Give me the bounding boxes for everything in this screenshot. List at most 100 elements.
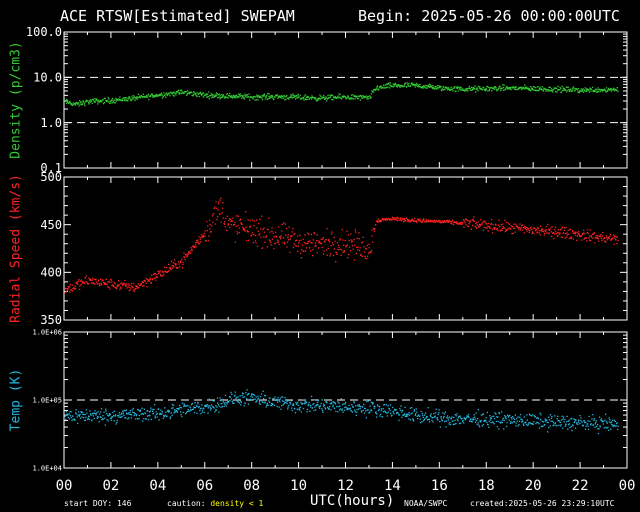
data-point (65, 418, 67, 421)
data-point (204, 405, 206, 408)
data-point (495, 87, 497, 89)
data-point (548, 229, 550, 231)
data-point (449, 88, 452, 90)
data-point (243, 95, 245, 97)
data-point (302, 250, 304, 252)
data-point (310, 250, 312, 252)
data-point (161, 413, 163, 415)
data-point (359, 247, 361, 249)
data-point (467, 220, 469, 222)
data-point (235, 96, 237, 98)
data-point (518, 226, 520, 229)
data-point (469, 219, 471, 222)
data-point (410, 85, 412, 87)
data-point (561, 415, 563, 417)
data-point (600, 233, 602, 236)
data-point (220, 221, 222, 223)
data-point (129, 98, 131, 100)
data-point (206, 96, 208, 98)
data-point (206, 405, 208, 407)
data-point (459, 223, 462, 225)
data-point (179, 89, 181, 92)
data-point (373, 407, 375, 409)
data-point (315, 99, 318, 102)
data-point (255, 396, 257, 398)
data-point (320, 242, 322, 245)
data-point (512, 225, 514, 228)
data-point (529, 422, 531, 424)
data-point (221, 207, 224, 209)
data-point (539, 225, 542, 227)
data-point (77, 283, 79, 285)
data-point (569, 89, 571, 91)
data-point (616, 236, 618, 238)
data-point (91, 102, 93, 104)
data-point (438, 409, 440, 411)
data-point (198, 405, 200, 408)
data-point (166, 94, 168, 97)
data-point (78, 411, 80, 413)
data-point (219, 98, 221, 100)
data-point (240, 401, 242, 404)
data-point (355, 96, 357, 98)
data-point (330, 245, 332, 247)
data-point (174, 263, 176, 265)
data-point (262, 401, 264, 403)
data-point (391, 216, 394, 218)
data-point (400, 220, 402, 222)
data-point (214, 411, 216, 413)
data-point (551, 90, 553, 92)
data-point (522, 423, 524, 425)
data-point (450, 86, 452, 88)
data-point (78, 415, 80, 417)
data-point (350, 239, 352, 241)
data-point (115, 414, 117, 416)
data-point (258, 96, 260, 98)
data-point (269, 401, 271, 404)
data-point (516, 226, 519, 228)
data-point (136, 96, 138, 98)
data-point (551, 226, 553, 228)
data-point (253, 224, 255, 227)
data-point (570, 90, 573, 92)
data-point (223, 405, 225, 408)
data-point (475, 420, 478, 422)
data-point (204, 235, 206, 237)
data-point (196, 239, 199, 241)
data-point (609, 89, 611, 91)
data-point (74, 419, 76, 421)
data-point (264, 401, 266, 403)
data-point (337, 95, 339, 97)
data-point (203, 411, 205, 414)
data-point (471, 421, 473, 423)
data-point (162, 417, 164, 420)
data-point (161, 275, 164, 277)
data-point (123, 414, 125, 416)
data-point (531, 87, 533, 89)
data-point (564, 88, 566, 90)
data-point (280, 396, 282, 398)
data-point (507, 414, 509, 416)
data-point (64, 99, 66, 102)
data-point (258, 234, 260, 236)
data-point (275, 399, 277, 401)
data-point (430, 86, 432, 88)
data-point (251, 234, 253, 236)
data-point (104, 424, 106, 426)
data-point (226, 403, 228, 405)
data-point (67, 414, 69, 416)
data-point (338, 93, 340, 95)
data-point (458, 88, 460, 90)
data-point (542, 90, 544, 92)
data-point (449, 221, 451, 223)
data-point (213, 400, 215, 402)
data-point (90, 278, 92, 280)
data-point (232, 402, 234, 404)
data-point (234, 97, 236, 99)
data-point (282, 97, 284, 99)
data-point (577, 232, 579, 234)
data-point (267, 404, 269, 406)
data-point (291, 407, 293, 409)
data-point (608, 238, 610, 240)
data-point (211, 400, 214, 402)
